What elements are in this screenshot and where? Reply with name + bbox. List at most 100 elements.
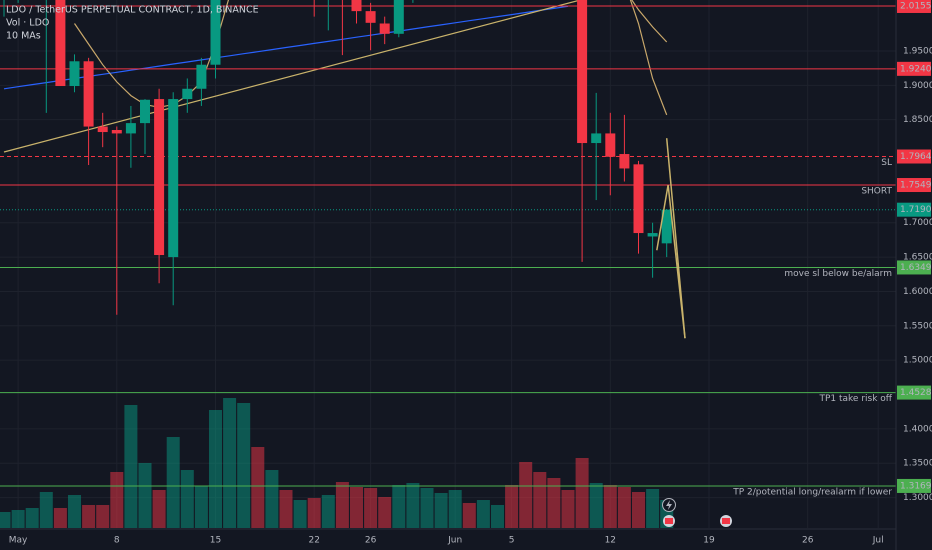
volume-bar xyxy=(152,490,166,528)
volume-bar xyxy=(406,483,420,528)
candle-body xyxy=(140,99,150,124)
price-label: 1.3169 xyxy=(900,481,932,491)
price-label-box xyxy=(897,149,931,164)
x-tick-label: Jun xyxy=(447,536,462,546)
candle-body xyxy=(196,64,207,89)
price-label: 1.4528 xyxy=(900,388,932,398)
volume-bar xyxy=(96,505,110,528)
price-label-box xyxy=(897,478,931,493)
volume-bar xyxy=(124,405,138,528)
price-label: 1.7190 xyxy=(900,205,932,215)
volume-bar xyxy=(646,489,660,528)
x-tick-label: Jul xyxy=(872,536,884,546)
volume-bar xyxy=(223,398,237,528)
x-tick-label: 12 xyxy=(605,536,616,546)
candle-body xyxy=(577,0,588,144)
price-label-box xyxy=(897,0,931,13)
volume-bar xyxy=(194,486,208,528)
y-tick-label: 1.6000 xyxy=(903,287,932,297)
y-tick-label: 1.5500 xyxy=(903,321,932,331)
x-tick-label: 15 xyxy=(210,536,221,546)
volume-bar xyxy=(307,498,321,528)
volume-bar xyxy=(617,487,631,528)
plot-area xyxy=(0,0,896,528)
x-tick-label: 5 xyxy=(509,536,515,546)
indicator-label: 10 MAs xyxy=(6,31,41,42)
candle-body xyxy=(182,88,193,100)
volume-bar xyxy=(632,492,645,528)
price-label: 1.9240 xyxy=(900,64,932,74)
price-label-box xyxy=(897,385,931,400)
y-tick-label: 1.3500 xyxy=(903,459,932,469)
candle-body xyxy=(69,61,80,87)
price-label-box xyxy=(897,61,931,76)
volume-bar xyxy=(392,485,406,528)
y-tick-label: 1.4000 xyxy=(903,424,932,434)
event-icon[interactable] xyxy=(663,515,675,527)
candle-body xyxy=(591,133,602,144)
volume-bar xyxy=(180,470,194,528)
level-note: TP 2/potential long/realarm if lower xyxy=(732,487,892,497)
level-note: SL xyxy=(881,158,892,168)
volume-bar xyxy=(68,495,81,528)
volume-bar xyxy=(237,403,251,528)
volume-bar xyxy=(364,488,378,528)
candle-body xyxy=(633,164,644,234)
x-tick-label: 19 xyxy=(703,536,715,546)
volume-bar xyxy=(519,462,533,528)
labels: 1.3000 1.3500 1.4000 1.5000 1.5500 1.6000 1.65… xyxy=(9,0,932,546)
price-label-box xyxy=(897,178,931,193)
moving-average xyxy=(629,0,668,116)
y-tick-label: 1.6500 xyxy=(903,253,932,263)
y-tick-label: 1.7000 xyxy=(903,218,932,228)
y-tick-label: 1.8500 xyxy=(903,115,932,125)
volume-bar xyxy=(82,505,96,528)
level-note: SHORT xyxy=(861,187,892,197)
volume-bar xyxy=(378,497,392,528)
level-note: move sl below be/alarm xyxy=(784,269,892,279)
volume-bar xyxy=(138,463,152,528)
volume-bar xyxy=(110,472,124,528)
volume-bar xyxy=(53,508,67,528)
x-tick-label: May xyxy=(9,536,28,546)
volume-bar xyxy=(11,510,25,528)
volume-bar xyxy=(462,503,476,528)
candle-body xyxy=(55,0,66,87)
projection-line xyxy=(656,184,686,339)
y-tick-label: 1.9000 xyxy=(903,81,932,91)
volume-bar xyxy=(491,505,504,528)
alert-icon[interactable] xyxy=(662,498,676,512)
volume-bar xyxy=(561,490,575,528)
volume-bar xyxy=(420,488,434,528)
projection-line xyxy=(665,138,686,339)
candle-body xyxy=(605,133,616,157)
volume-bar xyxy=(547,478,561,528)
price-label-box xyxy=(897,260,931,275)
candle-body xyxy=(83,61,94,127)
y-tick-label: 1.3000 xyxy=(903,493,932,503)
candle-body xyxy=(365,11,376,23)
price-label: 1.7549 xyxy=(900,181,932,191)
volume-bar xyxy=(279,490,293,528)
price-label-box xyxy=(897,202,931,217)
volume-bar xyxy=(166,437,180,528)
volume-bar xyxy=(209,410,222,528)
event-icon[interactable] xyxy=(720,515,732,527)
volume-bar xyxy=(39,492,53,528)
candle-body xyxy=(661,209,672,244)
candle-body xyxy=(379,23,390,34)
volume-bar xyxy=(575,458,589,528)
volume-bar xyxy=(321,495,335,528)
candle-body xyxy=(154,99,165,256)
candle-body xyxy=(351,0,362,12)
level-note: TP1 take risk off xyxy=(818,394,892,404)
candle-body xyxy=(393,0,404,34)
x-tick-label: 8 xyxy=(114,536,120,546)
price-label: 1.6349 xyxy=(900,263,932,273)
moving-average xyxy=(3,5,569,90)
candle-body xyxy=(97,126,108,133)
candle-body xyxy=(125,123,136,134)
x-tick-label: 26 xyxy=(802,536,814,546)
volume-label: Vol · LDO xyxy=(6,18,49,29)
